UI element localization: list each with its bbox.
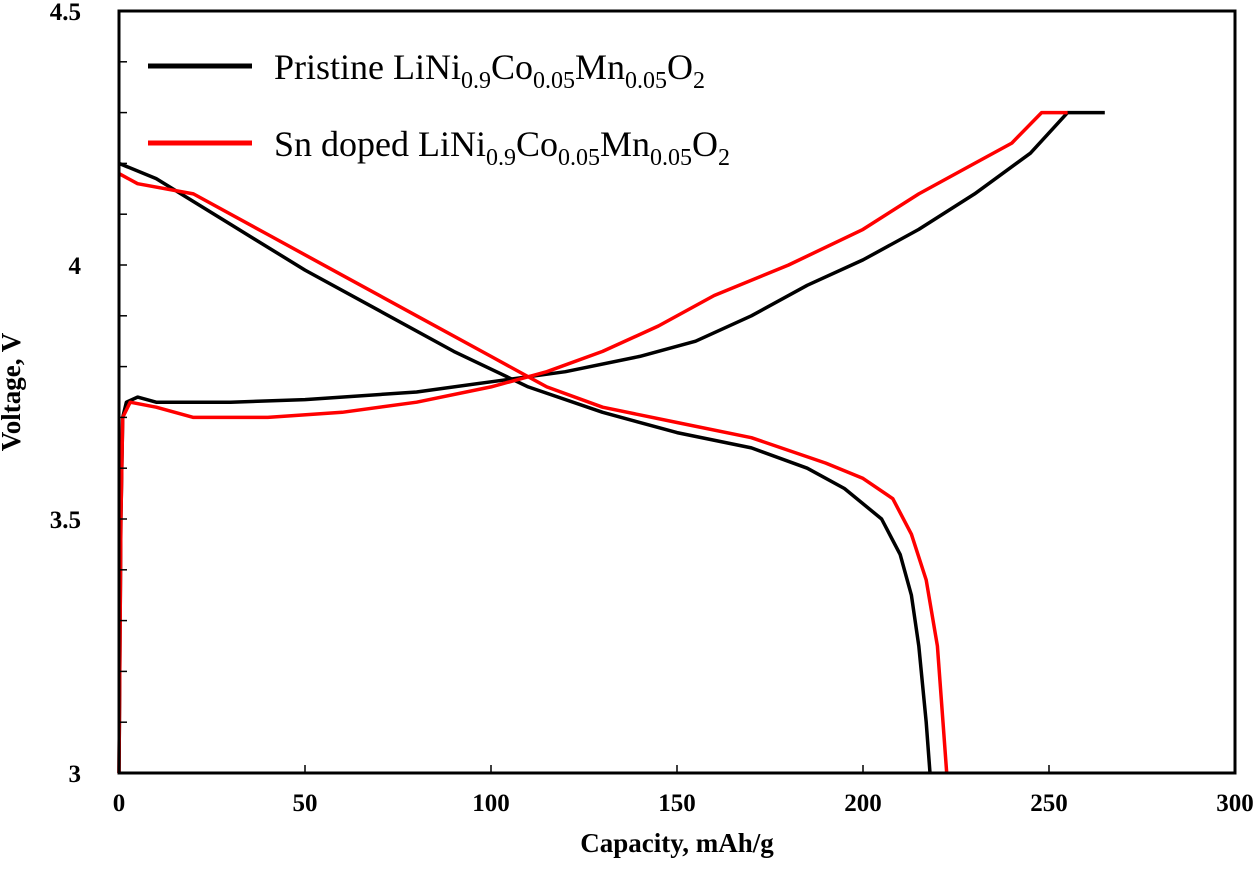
x-tick-label: 200 [844,790,882,817]
series-1-discharge-line [118,172,949,774]
y-tick-label: 4 [69,253,82,280]
x-tick-label: 50 [293,790,318,817]
y-tick-label: 4.5 [50,0,81,26]
tick-labels: 0 50 100 150 200 250 300 3 3.5 4 4.5 [50,0,1254,817]
x-tick-label: 250 [1030,790,1068,817]
y-tick-label: 3.5 [50,507,81,534]
ticks [118,10,1236,774]
series-0-discharge-line [118,161,932,774]
series-1-charge-line [117,110,1068,774]
y-axis-title: Voltage, V [0,332,26,451]
legend: Pristine LiNi0.9Co0.05Mn0.05O2 Sn doped L… [148,47,730,171]
x-tick-label: 300 [1216,790,1254,817]
curves [117,110,1105,774]
y-tick-label: 3 [69,761,82,788]
legend-label-1: Sn doped LiNi0.9Co0.05Mn0.05O2 [274,124,730,171]
x-tick-label: 100 [472,790,510,817]
x-axis-title: Capacity, mAh/g [580,828,774,858]
legend-label-0: Pristine LiNi0.9Co0.05Mn0.05O2 [274,47,705,94]
series-0-charge-line [117,110,1105,774]
x-tick-label: 150 [658,790,696,817]
x-tick-label: 0 [113,790,126,817]
